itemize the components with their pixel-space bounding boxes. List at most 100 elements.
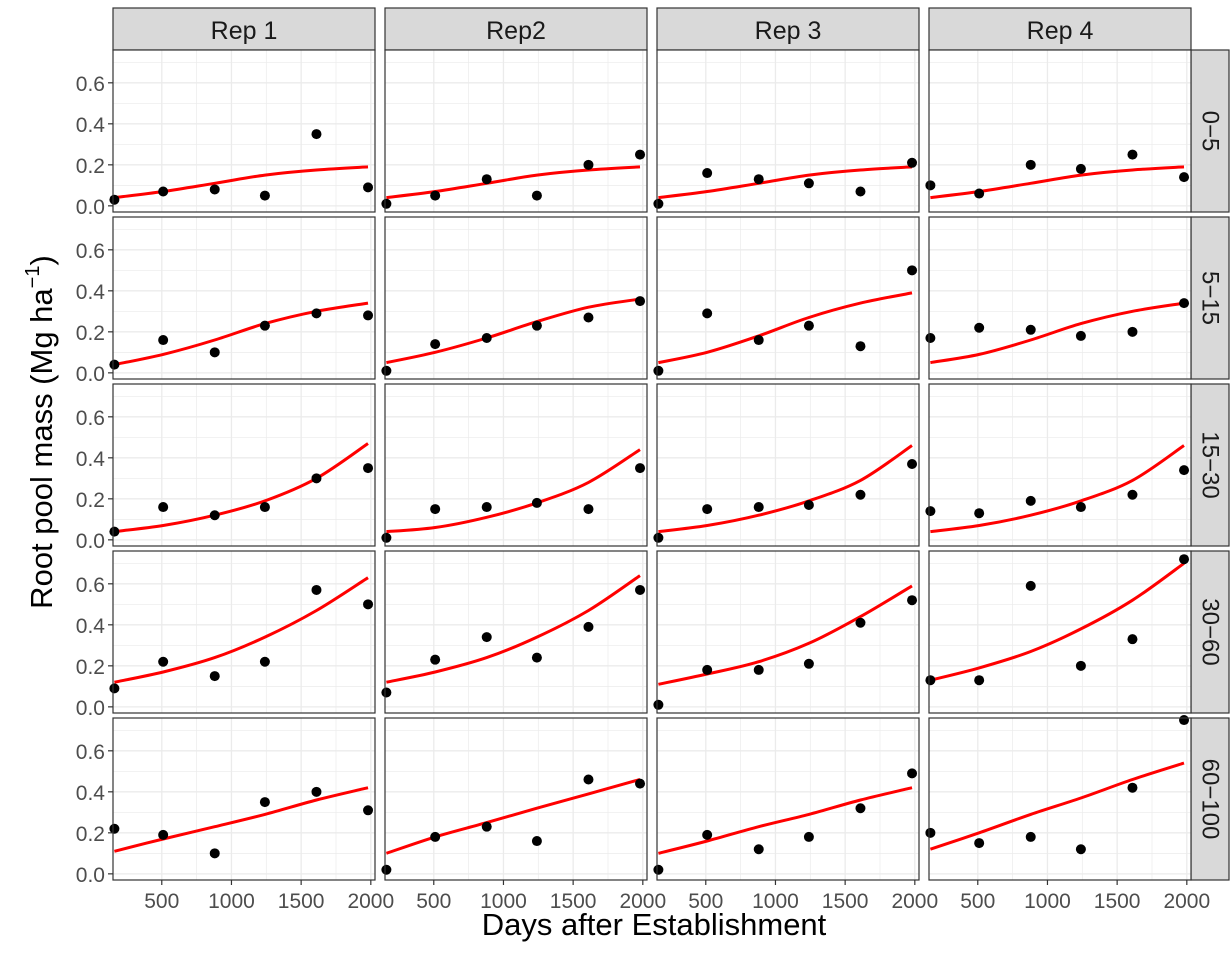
x-axis-label: Days after Establishment (482, 907, 827, 942)
data-point (925, 675, 936, 686)
data-point (635, 778, 646, 789)
fit-line (658, 584, 913, 686)
data-point (381, 864, 392, 875)
panel (109, 717, 376, 881)
data-point (1179, 465, 1190, 476)
data-point (430, 831, 441, 842)
y-axis-label-superscript: −1 (22, 266, 44, 289)
fit-line (930, 301, 1185, 365)
panel-border (928, 49, 1192, 213)
column-strip: Rep 3 (656, 7, 920, 51)
data-point (974, 838, 985, 849)
panel (653, 216, 920, 380)
data-point (259, 320, 270, 331)
data-point (363, 463, 374, 474)
data-point (803, 658, 814, 669)
y-tick-label: 0.0 (76, 196, 105, 219)
data-point (481, 174, 492, 185)
panel (381, 383, 648, 547)
data-point (259, 502, 270, 513)
y-axis-label-close: ) (24, 255, 59, 265)
fit-line (114, 786, 369, 853)
panel (653, 49, 920, 213)
data-point (363, 805, 374, 816)
data-point (753, 335, 764, 346)
row-strip-label: 15−30 (1197, 431, 1224, 498)
panel-border (112, 717, 376, 881)
data-point (635, 584, 646, 595)
y-tick-label: 0.2 (76, 155, 105, 178)
fit-line (386, 297, 641, 365)
data-point (1025, 495, 1036, 506)
data-point (1075, 330, 1086, 341)
x-tick-label: 1000 (752, 890, 799, 913)
data-point (311, 308, 322, 319)
row-strip-label: 30−60 (1197, 598, 1224, 665)
column-strip: Rep2 (384, 7, 648, 51)
column-strip: Rep 1 (112, 7, 376, 51)
data-point (531, 497, 542, 508)
fit-line (658, 165, 913, 200)
data-point (702, 829, 713, 840)
y-tick-label: 0.2 (76, 322, 105, 345)
panel-border (384, 216, 648, 380)
data-point (907, 768, 918, 779)
data-point (855, 617, 866, 628)
panel (381, 717, 648, 881)
y-tick-label: 0.0 (76, 530, 105, 553)
data-point (583, 774, 594, 785)
fit-line (930, 562, 1185, 682)
data-point (907, 595, 918, 606)
data-point (259, 656, 270, 667)
panel (381, 216, 648, 380)
fit-line (658, 444, 913, 534)
data-point (803, 320, 814, 331)
data-point (363, 310, 374, 321)
data-point (1127, 782, 1138, 793)
panel (653, 383, 920, 547)
data-point (925, 506, 936, 517)
x-tick-label: 500 (416, 890, 451, 913)
panel-border (112, 383, 376, 547)
data-point (803, 178, 814, 189)
data-point (158, 186, 169, 197)
y-tick-label: 0.4 (76, 281, 106, 304)
data-point (259, 797, 270, 808)
y-tick-label: 0.2 (76, 656, 105, 679)
data-point (974, 675, 985, 686)
data-point (158, 335, 169, 346)
data-point (363, 182, 374, 193)
fit-line (929, 761, 1185, 851)
data-point (974, 508, 985, 519)
data-point (702, 664, 713, 675)
fit-line (658, 291, 913, 365)
panel-border (656, 717, 920, 881)
data-point (653, 864, 664, 875)
x-tick-label: 500 (960, 890, 995, 913)
data-point (635, 149, 646, 160)
data-point (635, 463, 646, 474)
data-point (430, 504, 441, 515)
data-point (311, 473, 322, 484)
fit-line (114, 576, 369, 684)
panel-border (384, 49, 648, 213)
x-tick-label: 1500 (278, 890, 325, 913)
panel-border (384, 717, 648, 881)
data-point (531, 320, 542, 331)
data-point (311, 786, 322, 797)
row-strip-box (1190, 49, 1230, 213)
data-point (481, 821, 492, 832)
data-point (907, 157, 918, 168)
data-point (653, 699, 664, 710)
column-strip-label: Rep 3 (755, 17, 822, 45)
data-point (109, 359, 120, 370)
data-point (531, 836, 542, 847)
panel (381, 550, 648, 714)
y-tick-label: 0.0 (76, 363, 105, 386)
data-point (109, 526, 120, 537)
column-strip-box (928, 7, 1192, 51)
row-strip: 0−5 (1190, 49, 1230, 213)
data-point (583, 621, 594, 632)
y-tick-label: 0.0 (76, 697, 105, 720)
